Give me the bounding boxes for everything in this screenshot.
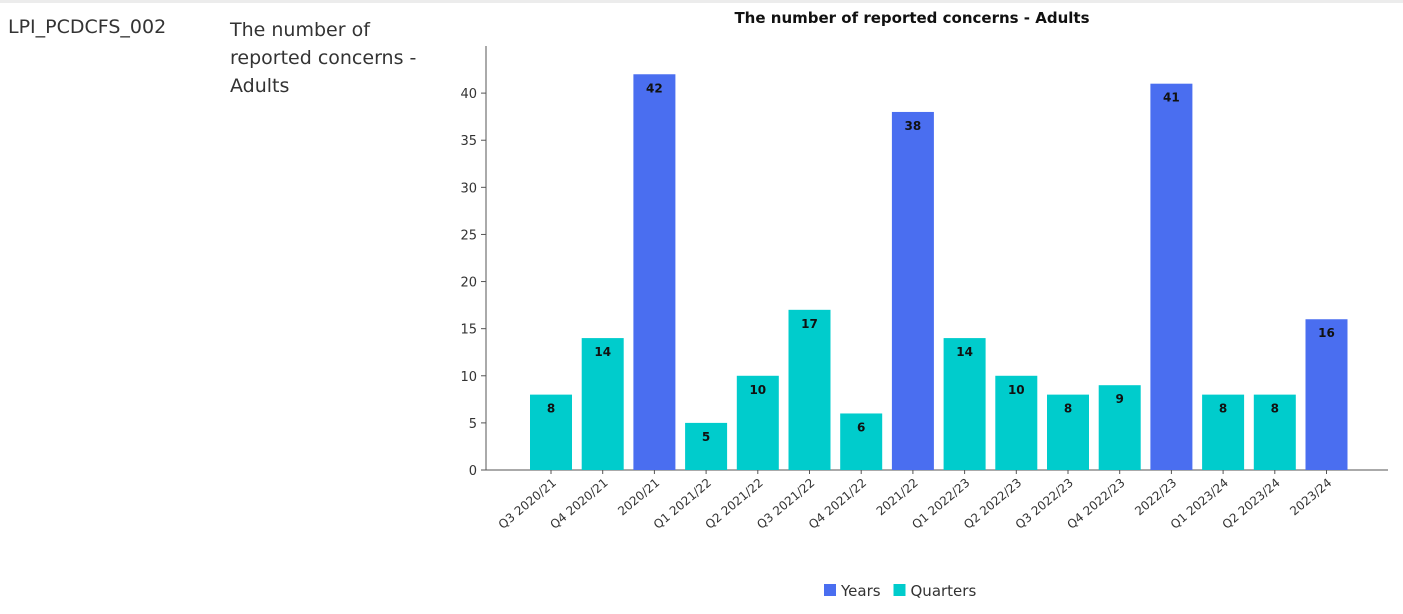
bar bbox=[788, 309, 831, 470]
bar-value-label: 8 bbox=[1064, 402, 1072, 416]
bar bbox=[685, 422, 728, 470]
bar-chart: The number of reported concerns - Adults… bbox=[460, 9, 1388, 600]
x-tick-label: 2021/22 bbox=[874, 476, 921, 519]
bar bbox=[633, 74, 676, 471]
y-tick-label: 10 bbox=[460, 370, 477, 385]
bar bbox=[736, 375, 779, 470]
y-tick-label: 5 bbox=[469, 417, 477, 432]
bar-value-label: 16 bbox=[1318, 326, 1335, 340]
y-tick-label: 15 bbox=[460, 323, 477, 338]
bar-value-label: 5 bbox=[702, 430, 710, 444]
indicator-code: LPI_PCDCFS_002 bbox=[8, 16, 167, 38]
bar bbox=[1150, 83, 1193, 470]
legend: Years Quarters bbox=[824, 582, 976, 600]
y-axis: 0 5 10 15 20 25 30 35 40 bbox=[460, 46, 487, 479]
y-tick-label: 20 bbox=[460, 276, 477, 291]
bar bbox=[1202, 394, 1245, 470]
bar bbox=[1047, 394, 1089, 470]
y-tick-label: 35 bbox=[460, 134, 477, 149]
y-tick-label: 0 bbox=[469, 464, 477, 479]
bar-value-label: 14 bbox=[594, 345, 611, 359]
bar-value-label: 8 bbox=[1219, 402, 1227, 416]
bar-value-label: 42 bbox=[646, 81, 663, 95]
bar-value-label: 17 bbox=[801, 317, 818, 331]
bar-value-label: 38 bbox=[905, 119, 922, 133]
bar bbox=[530, 394, 572, 470]
indicator-description: The number of reported concerns - Adults bbox=[230, 19, 417, 97]
x-tick-label: 2023/24 bbox=[1287, 476, 1334, 519]
bar-value-label: 6 bbox=[857, 420, 865, 434]
bar-value-label: 9 bbox=[1116, 392, 1124, 406]
legend-label: Quarters bbox=[911, 582, 977, 600]
bar-value-label: 10 bbox=[749, 383, 766, 397]
bar bbox=[581, 338, 624, 470]
bar bbox=[943, 338, 986, 470]
bar-value-label: 41 bbox=[1163, 91, 1180, 105]
bar-value-label: 10 bbox=[1008, 383, 1025, 397]
bar bbox=[891, 111, 934, 470]
chart-title: The number of reported concerns - Adults bbox=[734, 9, 1089, 27]
bars-group: 8 14 42 5 10 17 6 38 14 10 8 9 41 8 8 16 bbox=[530, 74, 1348, 471]
bar bbox=[1305, 319, 1348, 470]
bar bbox=[1098, 385, 1141, 470]
x-tick-label: 2020/21 bbox=[615, 476, 662, 519]
y-tick-label: 30 bbox=[460, 181, 477, 196]
y-tick-label: 40 bbox=[460, 87, 477, 102]
bar bbox=[995, 375, 1038, 470]
bar-value-label: 14 bbox=[956, 345, 973, 359]
bar-value-label: 8 bbox=[1271, 402, 1279, 416]
bar bbox=[840, 413, 883, 470]
y-tick-label: 25 bbox=[460, 228, 477, 243]
legend-swatch bbox=[893, 584, 906, 596]
legend-label: Years bbox=[840, 582, 881, 600]
top-divider bbox=[0, 0, 1403, 3]
x-tick-label: 2022/23 bbox=[1132, 476, 1179, 519]
bar-value-label: 8 bbox=[547, 402, 555, 416]
bar bbox=[1253, 394, 1296, 470]
legend-swatch bbox=[824, 584, 836, 596]
